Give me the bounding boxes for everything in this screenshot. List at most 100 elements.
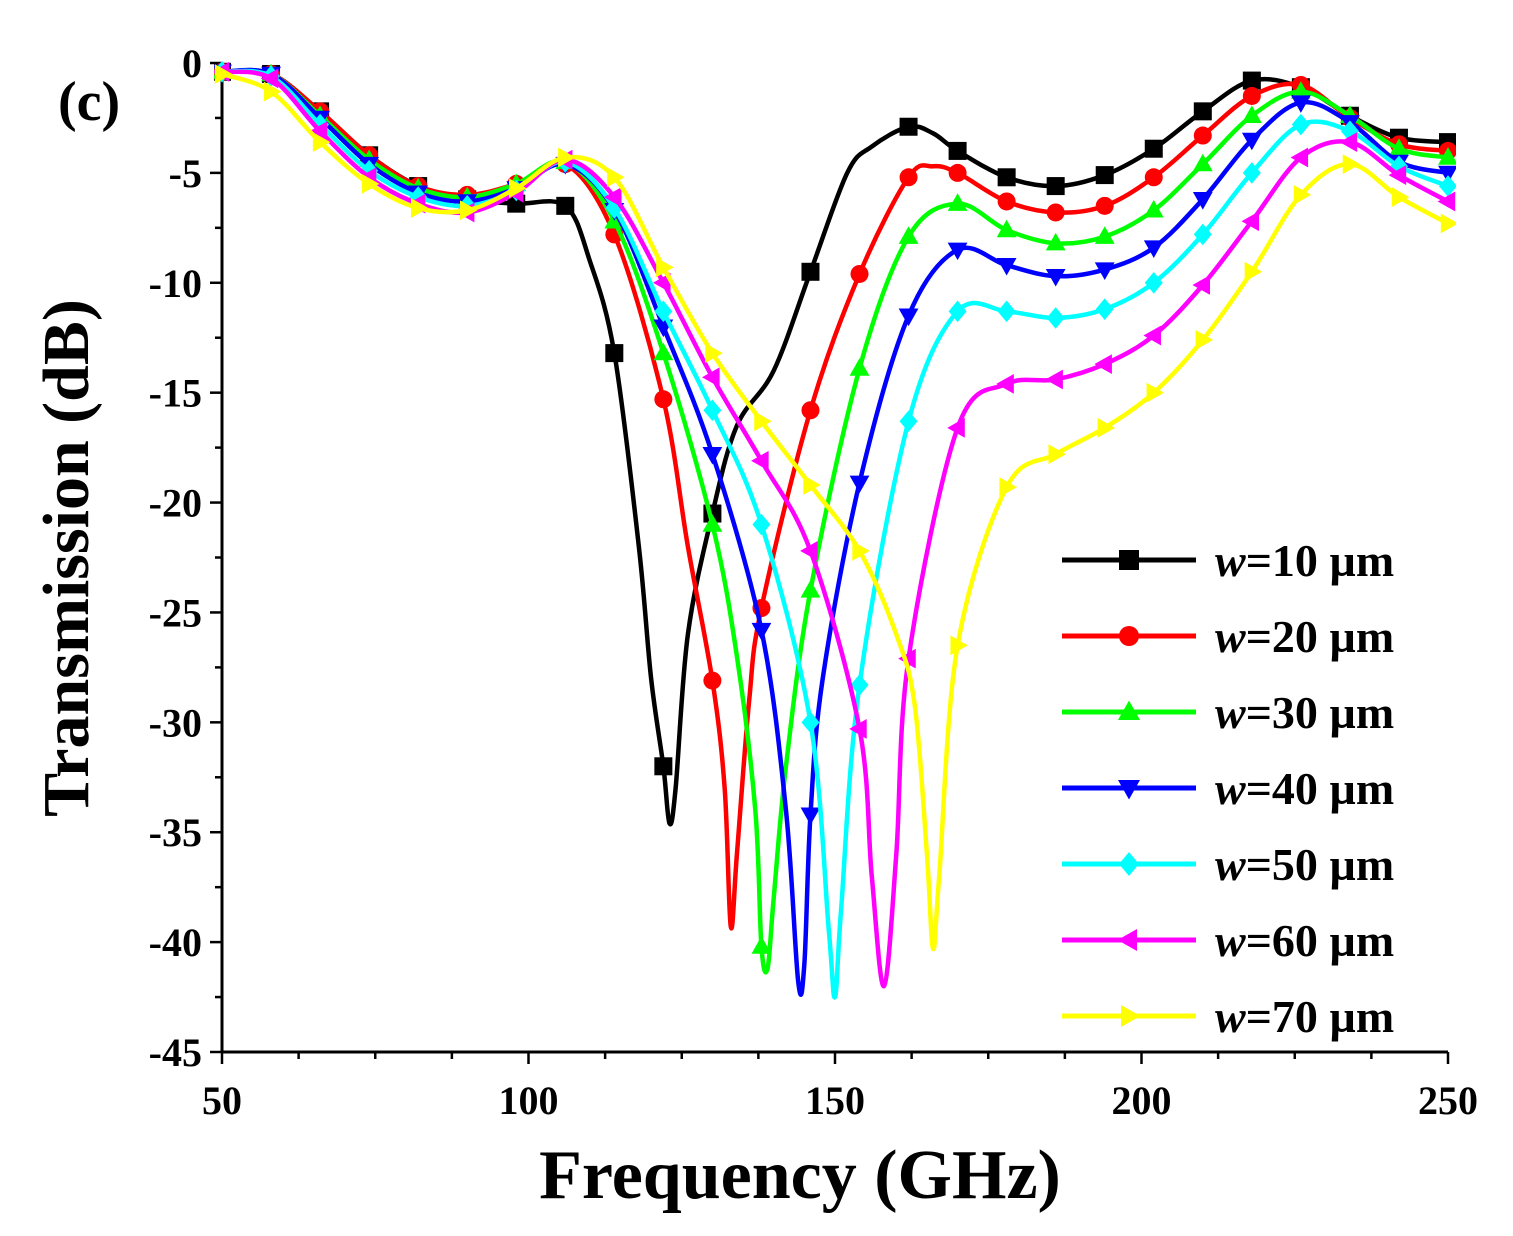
data-point <box>409 186 428 208</box>
data-point <box>997 192 1016 211</box>
legend-entry-7: w=70 µm <box>1062 991 1394 1042</box>
data-point <box>1095 196 1114 215</box>
data-point <box>1290 95 1311 113</box>
data-point <box>603 187 622 207</box>
legend-entry-5: w=50 µm <box>1062 839 1394 890</box>
data-point <box>1241 132 1262 151</box>
legend-marker <box>1121 1005 1141 1027</box>
data-point <box>1045 232 1066 251</box>
x-tick-label: 50 <box>202 1078 242 1123</box>
data-point <box>653 342 674 361</box>
data-point <box>801 262 820 281</box>
data-point <box>605 197 624 219</box>
data-point <box>654 390 673 409</box>
series-line <box>219 69 1451 989</box>
y-axis-title: Transmission (dB) <box>30 299 103 817</box>
data-point <box>702 514 723 532</box>
data-point <box>1193 126 1212 145</box>
data-point <box>1143 240 1164 258</box>
legend-label: w=40 µm <box>1215 763 1394 814</box>
data-point <box>947 242 968 261</box>
data-point <box>1241 105 1262 123</box>
data-point <box>947 193 968 211</box>
legend-entry-6: w=60 µm <box>1062 915 1394 966</box>
legend-marker <box>1119 626 1139 646</box>
data-point <box>1144 271 1163 294</box>
data-point <box>1290 147 1309 168</box>
data-point <box>1094 354 1112 374</box>
data-point <box>1046 307 1065 329</box>
x-tick-label: 100 <box>499 1078 559 1123</box>
y-tick-label: -40 <box>149 920 202 965</box>
data-point <box>1437 191 1456 212</box>
data-point <box>1290 81 1311 99</box>
data-point <box>948 163 967 182</box>
data-point <box>702 447 723 465</box>
data-point <box>263 81 282 102</box>
data-point <box>605 344 624 363</box>
y-tick-label: 0 <box>182 41 202 86</box>
data-point <box>801 401 820 420</box>
data-point <box>850 264 869 283</box>
data-point <box>899 168 918 187</box>
legend-label: w=70 µm <box>1215 991 1394 1042</box>
data-point <box>1339 132 1358 153</box>
data-point <box>1242 71 1261 90</box>
y-tick-label: -35 <box>149 810 202 855</box>
data-point <box>1143 199 1164 218</box>
legend-marker <box>1119 852 1139 876</box>
y-tick-label: -45 <box>149 1030 202 1075</box>
data-point <box>1389 138 1409 156</box>
data-point <box>1146 382 1165 403</box>
x-axis-title: Frequency (GHz) <box>539 1137 1061 1214</box>
legend-marker <box>1117 929 1137 951</box>
data-point <box>947 417 965 438</box>
legend-entry-3: w=30 µm <box>1062 687 1394 738</box>
data-point <box>1045 369 1063 390</box>
series-line <box>219 67 1451 997</box>
data-point <box>1193 102 1212 121</box>
data-point <box>996 257 1017 276</box>
data-point <box>1094 226 1115 244</box>
legend-marker <box>1118 700 1140 720</box>
data-point <box>999 477 1017 498</box>
data-point <box>1192 192 1213 210</box>
data-point <box>1440 213 1456 234</box>
data-point <box>656 257 674 278</box>
data-point <box>214 64 233 84</box>
data-point <box>803 475 821 495</box>
data-point <box>1192 275 1210 295</box>
data-point <box>950 635 968 656</box>
data-point <box>1048 444 1067 465</box>
y-tick-label: -10 <box>149 261 202 306</box>
legend-label: w=50 µm <box>1215 839 1394 890</box>
data-point <box>312 132 331 153</box>
data-point <box>751 450 769 471</box>
data-point <box>1095 298 1114 320</box>
data-point <box>751 622 772 641</box>
data-point <box>898 308 919 327</box>
data-point <box>1046 203 1065 222</box>
series-line <box>219 67 1451 975</box>
x-tick-label: 150 <box>805 1078 865 1123</box>
data-point <box>1046 177 1065 196</box>
data-point <box>607 167 625 188</box>
data-point <box>1192 153 1213 172</box>
series-7 <box>214 64 1456 952</box>
data-point <box>752 513 771 536</box>
data-point <box>654 300 673 323</box>
data-point <box>460 200 478 221</box>
data-point <box>948 300 967 323</box>
data-point <box>899 410 918 433</box>
data-point <box>754 411 772 432</box>
panel-label: (c) <box>58 71 120 133</box>
y-tick-label: -20 <box>149 481 202 526</box>
data-point <box>1241 211 1260 232</box>
data-point <box>703 399 722 422</box>
data-point <box>800 807 821 825</box>
data-point <box>849 719 867 739</box>
legend-entry-4: w=40 µm <box>1062 763 1394 814</box>
data-point <box>850 674 869 696</box>
data-point <box>1291 113 1310 136</box>
